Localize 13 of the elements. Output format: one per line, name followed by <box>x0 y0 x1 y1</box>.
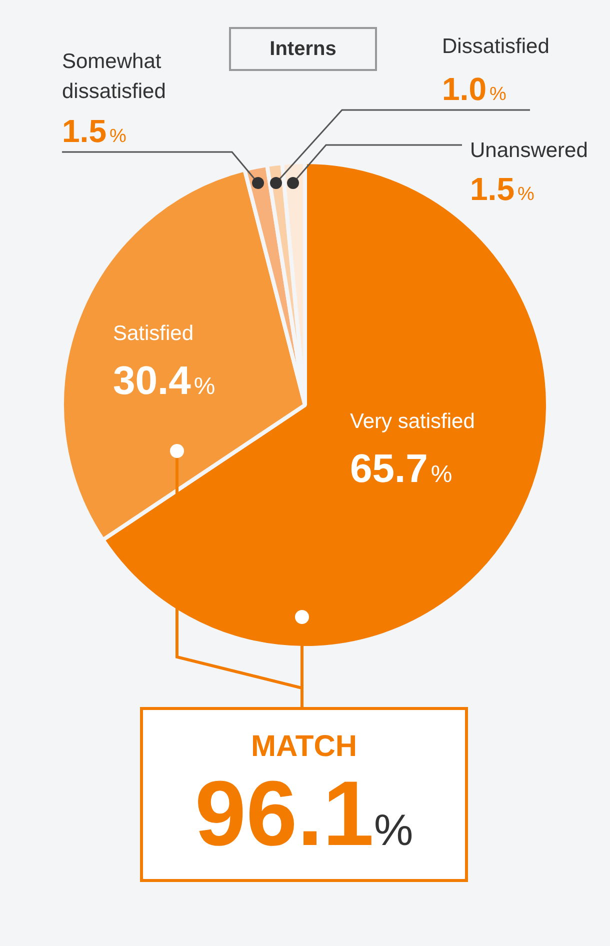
slice-label: Very satisfied <box>350 410 475 433</box>
data-label: 1.0% <box>442 71 506 107</box>
text: MATCH <box>250 730 358 764</box>
data-label: 1.5% <box>62 113 126 149</box>
data-label: 65.7% <box>350 447 452 491</box>
data-label: 1.5% <box>470 171 534 207</box>
text: 96.1% <box>194 763 414 867</box>
data-label: 30.4% <box>113 359 216 403</box>
slice-label: Dissatisfied <box>442 35 550 58</box>
slice-label: Somewhat dissatisfied <box>62 50 166 103</box>
slice-label: Unanswered <box>470 139 588 162</box>
slice-label: Satisfied <box>113 322 194 345</box>
chart-title: Interns <box>229 27 377 71</box>
